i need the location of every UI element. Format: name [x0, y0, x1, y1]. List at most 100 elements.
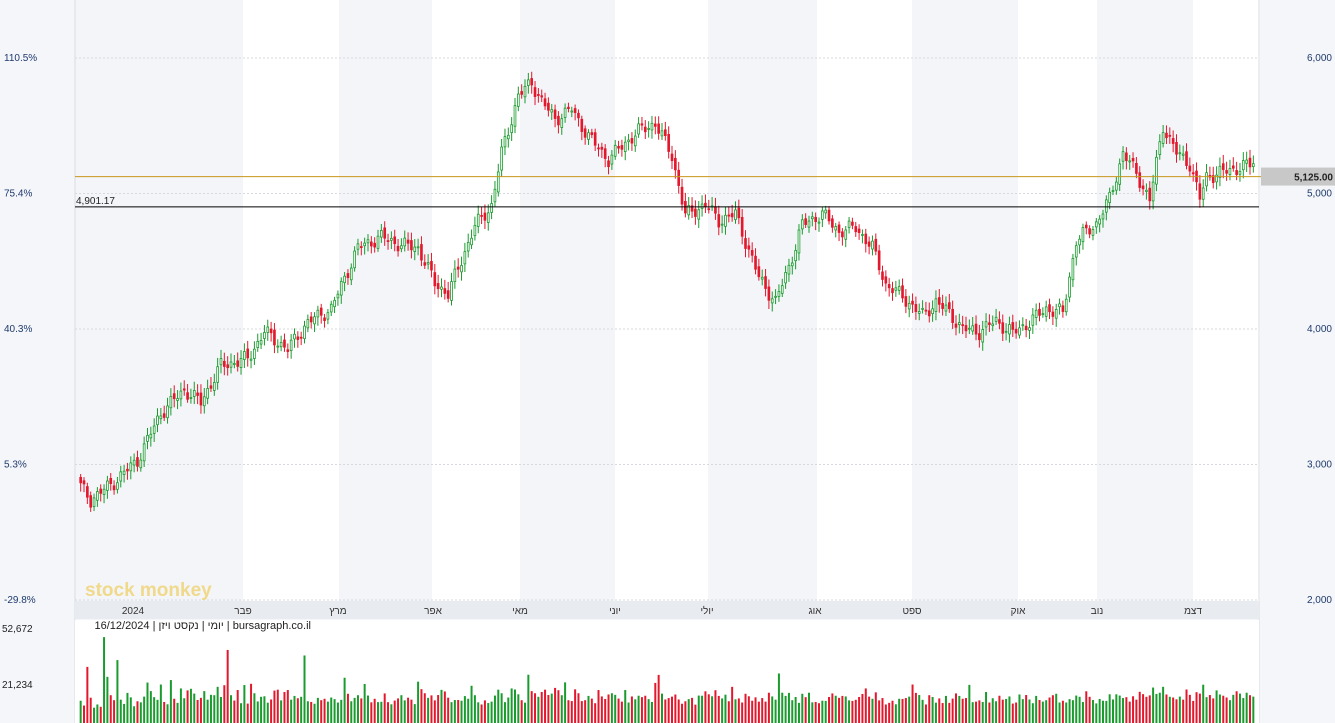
volume-bar	[664, 699, 667, 723]
volume-bar	[714, 690, 717, 723]
candle-body	[640, 123, 644, 126]
volume-bar	[550, 693, 553, 723]
volume-bar	[577, 693, 580, 723]
volume-bar	[781, 692, 784, 723]
volume-bar	[1158, 692, 1161, 723]
volume-bar	[413, 704, 416, 723]
candle-body	[463, 251, 467, 265]
volume-bar	[848, 700, 851, 723]
volume-bar	[320, 700, 323, 723]
candle-body	[1118, 163, 1122, 185]
candle-body	[754, 255, 757, 270]
candle-body	[737, 207, 741, 219]
candle-body	[877, 250, 881, 271]
candle-body	[704, 202, 707, 207]
volume-bar	[250, 683, 253, 723]
candle-body	[406, 239, 410, 244]
volume-bar	[587, 695, 590, 723]
candle-body	[196, 392, 199, 396]
volume-bar	[387, 702, 390, 723]
candle-body	[1034, 309, 1038, 318]
candle-body	[1121, 151, 1125, 162]
candle-body	[476, 213, 480, 227]
candle-body	[1028, 327, 1031, 331]
volume-bar	[263, 696, 266, 723]
candle-body	[493, 188, 497, 203]
candle-body	[790, 262, 794, 267]
volume-bar	[303, 655, 306, 723]
candle-body	[981, 329, 985, 343]
volume-bar	[89, 697, 92, 723]
candle-body	[887, 284, 891, 289]
candle-body	[1111, 190, 1115, 192]
volume-bar	[787, 692, 790, 723]
candle-body	[867, 241, 871, 247]
candle-body	[1215, 174, 1218, 183]
volume-bar	[657, 674, 660, 723]
candle-body	[700, 203, 704, 209]
candle-body	[627, 139, 630, 143]
volume-bar	[901, 698, 904, 723]
volume-bar	[366, 695, 369, 723]
volume-bar	[380, 701, 383, 723]
candle-body	[760, 276, 764, 280]
candle-body	[1235, 170, 1238, 175]
candle-body	[380, 230, 383, 238]
volume-bar	[801, 693, 804, 723]
volume-bar	[968, 684, 971, 723]
candle-body	[1098, 218, 1101, 225]
candle-body	[907, 302, 911, 310]
volume-bar	[537, 696, 540, 723]
volume-bar	[724, 694, 727, 723]
candle-body	[657, 123, 660, 134]
candle-body	[329, 303, 333, 313]
volume-bar	[153, 697, 156, 723]
volume-bar	[757, 701, 760, 723]
candle-body	[954, 323, 958, 328]
candle-body	[617, 145, 620, 149]
candle-body	[961, 324, 964, 327]
volume-bar	[908, 696, 911, 723]
volume-bar	[674, 694, 677, 723]
percent-tick-label: -29.8%	[4, 595, 36, 606]
candle-body	[744, 238, 747, 249]
volume-bar	[1192, 700, 1195, 723]
volume-bar	[1245, 692, 1248, 723]
volume-bar	[650, 701, 653, 723]
volume-bar	[620, 701, 623, 723]
watermark: stock monkey	[85, 580, 212, 601]
candle-body	[600, 146, 604, 150]
candle-body	[336, 293, 340, 299]
volume-bar	[270, 699, 273, 723]
candle-body	[904, 296, 908, 307]
candle-body	[1225, 170, 1228, 174]
candle-body	[1115, 181, 1118, 191]
candle-body	[172, 393, 176, 400]
volume-bar	[463, 696, 466, 723]
volume-bar	[701, 695, 704, 723]
candle-body	[547, 102, 550, 111]
volume-bar	[941, 703, 944, 723]
volume-bar	[123, 703, 126, 723]
candle-body	[734, 209, 737, 220]
candle-body	[1148, 187, 1152, 202]
volume-bar	[260, 696, 263, 723]
candle-body	[520, 91, 523, 95]
candle-body	[416, 246, 420, 249]
candle-body	[623, 141, 627, 153]
volume-bar	[149, 691, 152, 723]
candle-body	[443, 288, 447, 294]
candle-body	[386, 240, 390, 243]
candle-body	[1135, 162, 1138, 174]
volume-bar	[1045, 700, 1048, 723]
volume-bar	[119, 699, 122, 723]
candle-body	[383, 227, 387, 239]
candle-body	[446, 290, 450, 299]
candle-body	[86, 486, 89, 498]
volume-bar	[1015, 702, 1018, 723]
candle-body	[1191, 172, 1195, 175]
volume-bar	[460, 700, 463, 723]
candle-body	[854, 226, 858, 233]
volume-bar	[113, 700, 116, 723]
candle-body	[149, 433, 153, 439]
